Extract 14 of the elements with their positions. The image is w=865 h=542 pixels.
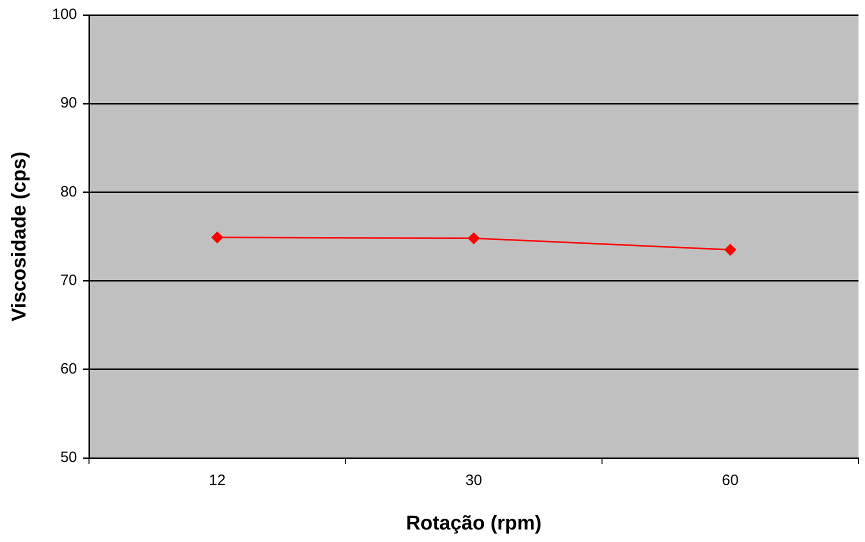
point [468, 232, 480, 244]
y-tick-label: 70 [60, 272, 78, 289]
y-axis-title: Viscosidade (cps) [8, 152, 31, 322]
y-tick-label: 100 [52, 6, 78, 24]
x-tick-label: 60 [722, 472, 739, 490]
x-tick-label: 30 [465, 472, 482, 490]
y-tick-label: 90 [60, 94, 78, 112]
y-tick-label: 60 [60, 360, 78, 378]
x-axis-title: Rotação (rpm) [406, 512, 542, 535]
y-tick-label: 80 [60, 183, 78, 200]
x-tick-label: 12 [208, 472, 226, 490]
y-tick-label: 50 [60, 449, 78, 466]
point [724, 244, 736, 256]
point [212, 232, 224, 244]
